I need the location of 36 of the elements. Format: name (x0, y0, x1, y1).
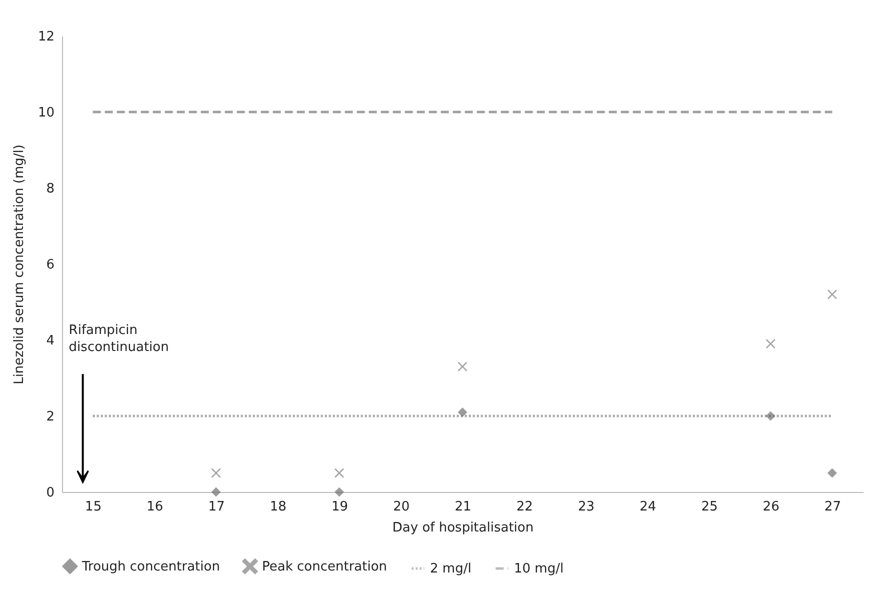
point (458, 362, 468, 372)
point (827, 468, 837, 478)
point (766, 339, 776, 349)
y-tick-label: 4 (46, 334, 54, 348)
legend-label: Trough concentration (81, 559, 220, 574)
x-axis-title: Day of hospitalisation (392, 520, 534, 536)
y-tick-label: 8 (46, 182, 54, 196)
x-tick-label: 19 (331, 500, 348, 514)
point (827, 290, 837, 300)
legend-label: 2 mg/l (430, 562, 472, 576)
x-tick-label: 24 (640, 500, 656, 514)
point (766, 411, 776, 421)
legend-label: 10 mg/l (514, 562, 564, 576)
point (334, 487, 344, 497)
point (458, 407, 468, 417)
x-tick-label: 26 (762, 500, 780, 514)
y-tick-label: 0 (46, 486, 54, 500)
x-tick-label: 18 (270, 500, 286, 514)
y-tick-label: 10 (38, 106, 54, 120)
y-tick-label: 6 (46, 258, 54, 272)
x-tick-label: 20 (393, 500, 410, 514)
x-tick-label: 21 (454, 500, 472, 514)
y-axis-title: Linezolid serum concentration (mg/l) (12, 144, 27, 384)
x-tick-label: 27 (824, 500, 841, 514)
x-tick-label: 16 (146, 500, 164, 514)
point (334, 468, 344, 478)
legend-label: Peak concentration (262, 559, 388, 574)
x-tick-label: 25 (701, 500, 718, 514)
y-tick-label: 2 (46, 410, 54, 424)
annotation: Rifampicin discontinuation (68, 323, 169, 355)
x-tick-label: 23 (578, 500, 595, 514)
point (211, 487, 221, 497)
x-tick-label: 22 (516, 500, 533, 514)
x-tick-label: 15 (85, 500, 102, 514)
x-tick-label: 17 (208, 500, 225, 514)
y-tick-label: 12 (38, 30, 54, 44)
